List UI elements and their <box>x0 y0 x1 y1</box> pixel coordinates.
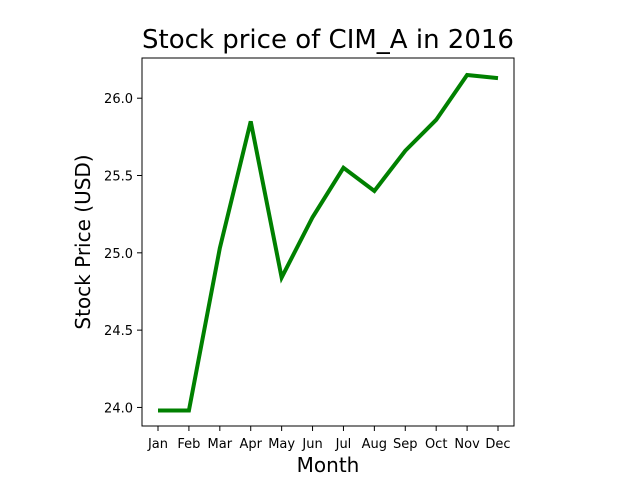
series-line <box>158 72 499 413</box>
y-tick-label: 24.0 <box>104 401 133 416</box>
x-tick-label: Aug <box>362 437 387 452</box>
x-tick-label: Apr <box>239 437 262 452</box>
y-tick-label: 25.0 <box>104 247 133 262</box>
y-axis-ticks: 24.0 24.5 25.0 25.5 26.0 <box>104 92 142 416</box>
x-tick-label: Sep <box>393 437 418 452</box>
y-tick-label: 25.5 <box>104 170 133 185</box>
series-layer <box>158 72 499 413</box>
x-tick-label: May <box>268 437 295 452</box>
plot-area-frame <box>141 57 515 427</box>
x-tick-label: Dec <box>485 437 510 452</box>
x-tick-label: Feb <box>177 437 200 452</box>
x-axis-ticks: Jan Feb Mar Apr May Jun Jul Aug Sep Oct Nov Dec <box>147 426 511 452</box>
y-tick-label: 24.5 <box>104 324 133 339</box>
x-tick-label: Jun <box>301 437 322 452</box>
x-tick-label: Oct <box>425 437 447 452</box>
y-tick-label: 26.0 <box>104 92 133 107</box>
y-axis-label: Stock Price (USD) <box>71 154 95 329</box>
x-tick-label: Jul <box>335 437 352 452</box>
x-tick-label: Mar <box>208 437 233 452</box>
chart-title: Stock price of CIM_A in 2016 <box>142 25 514 55</box>
x-tick-label: Jan <box>147 437 168 452</box>
x-axis-label: Month <box>297 453 360 477</box>
x-tick-label: Nov <box>454 437 480 452</box>
